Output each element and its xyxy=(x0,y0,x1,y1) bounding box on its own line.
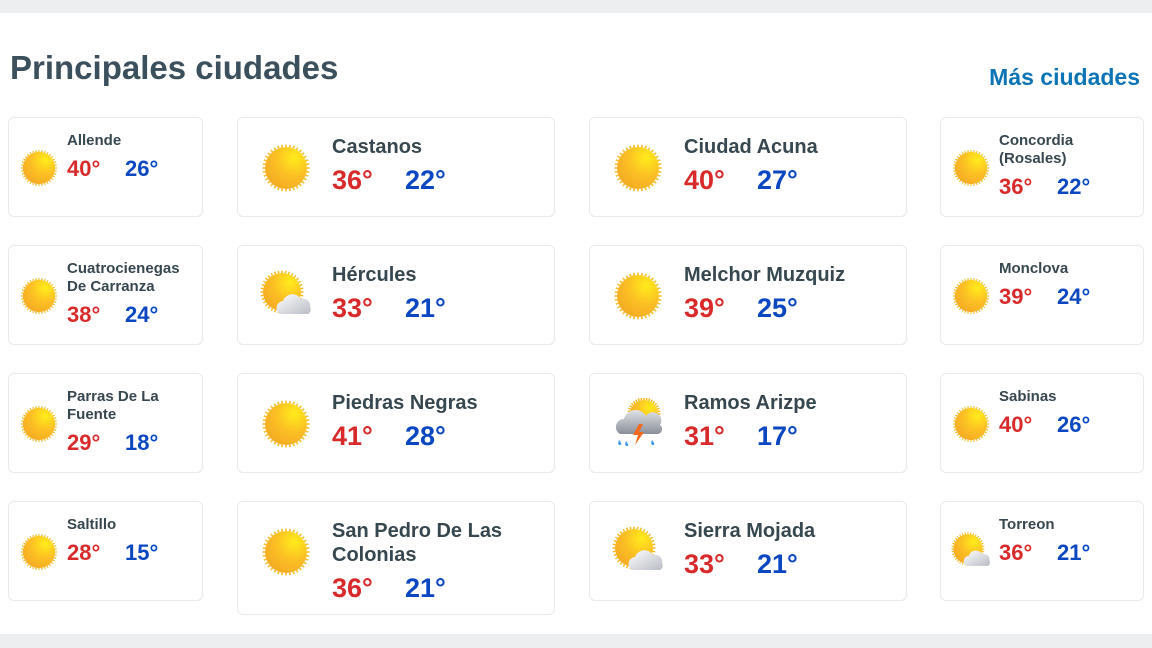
city-card[interactable]: Ramos Arizpe 31° 17° xyxy=(589,373,907,473)
temperatures: 39° 25° xyxy=(684,293,894,324)
city-card[interactable]: Castanos 36° 22° xyxy=(237,117,555,217)
partly-cloudy-icon xyxy=(612,526,663,570)
city-name[interactable]: Allende xyxy=(67,132,122,149)
more-cities-link[interactable]: Más ciudades xyxy=(989,64,1140,90)
max-temp: 39° xyxy=(999,284,1033,309)
city-card[interactable]: Ciudad Acuna 40° 27° xyxy=(589,117,907,217)
city-card[interactable]: Cuatrocienegas De Carranza 38° 24° xyxy=(8,245,203,345)
city-name[interactable]: Concordia (Rosales) xyxy=(999,132,1074,167)
min-temp: 28° xyxy=(405,421,446,451)
min-temp: 21° xyxy=(405,573,446,603)
sun-icon xyxy=(262,400,310,448)
max-temp: 36° xyxy=(999,540,1033,565)
city-card[interactable]: San Pedro De Las Colonias 36° 21° xyxy=(237,501,555,615)
city-card[interactable]: Allende 40° 26° xyxy=(8,117,203,217)
city-card[interactable]: Parras De La Fuente 29° 18° xyxy=(8,373,203,473)
sun-icon xyxy=(20,533,58,571)
city-name[interactable]: Ciudad Acuna xyxy=(684,136,818,158)
city-name[interactable]: Piedras Negras xyxy=(332,392,478,414)
min-temp: 22° xyxy=(405,165,446,195)
city-card[interactable]: Sierra Mojada 33° 21° xyxy=(589,501,907,601)
temperatures: 33° 21° xyxy=(332,293,542,324)
max-temp: 40° xyxy=(67,156,101,181)
temperatures: 33° 21° xyxy=(684,549,894,580)
city-card[interactable]: Monclova 39° 24° xyxy=(940,245,1144,345)
city-name[interactable]: Monclova xyxy=(999,260,1069,277)
temperatures: 40° 27° xyxy=(684,165,894,196)
max-temp: 36° xyxy=(999,174,1033,199)
temperatures: 36° 21° xyxy=(999,540,1135,566)
city-card[interactable]: Torreon 36° 21° xyxy=(940,501,1144,601)
temperatures: 36° 22° xyxy=(332,165,542,196)
min-temp: 26° xyxy=(1057,412,1091,437)
temperatures: 29° 18° xyxy=(67,430,194,456)
city-name[interactable]: Castanos xyxy=(332,136,423,158)
temperatures: 41° 28° xyxy=(332,421,542,452)
sun-icon xyxy=(952,149,990,187)
sun-icon xyxy=(614,272,662,320)
max-temp: 38° xyxy=(67,302,101,327)
city-card[interactable]: Concordia (Rosales) 36° 22° xyxy=(940,117,1144,217)
city-name[interactable]: Melchor Muzquiz xyxy=(684,264,846,286)
max-temp: 31° xyxy=(684,421,725,451)
min-temp: 22° xyxy=(1057,174,1091,199)
city-name[interactable]: Parras De La Fuente xyxy=(67,388,159,423)
min-temp: 24° xyxy=(1057,284,1091,309)
city-name[interactable]: Hércules xyxy=(332,264,417,286)
sun-icon xyxy=(614,144,662,192)
city-card[interactable]: Saltillo 28° 15° xyxy=(8,501,203,601)
city-card[interactable]: Sabinas 40° 26° xyxy=(940,373,1144,473)
sun-icon xyxy=(262,144,310,192)
sun-icon xyxy=(262,528,310,576)
max-temp: 33° xyxy=(332,293,373,323)
max-temp: 39° xyxy=(684,293,725,323)
max-temp: 29° xyxy=(67,430,101,455)
partly-cloudy-icon xyxy=(260,270,311,314)
city-name[interactable]: Torreon xyxy=(999,516,1055,533)
min-temp: 21° xyxy=(1057,540,1091,565)
max-temp: 28° xyxy=(67,540,101,565)
sun-icon xyxy=(20,149,58,187)
min-temp: 25° xyxy=(757,293,798,323)
city-name[interactable]: Sierra Mojada xyxy=(684,520,816,542)
max-temp: 41° xyxy=(332,421,373,451)
section-title: Principales ciudades xyxy=(10,49,339,86)
temperatures: 39° 24° xyxy=(999,284,1135,310)
max-temp: 33° xyxy=(684,549,725,579)
min-temp: 27° xyxy=(757,165,798,195)
city-name[interactable]: San Pedro De Las Colonias xyxy=(332,520,503,566)
partly-cloudy-icon xyxy=(951,532,991,566)
city-name[interactable]: Sabinas xyxy=(999,388,1057,405)
max-temp: 36° xyxy=(332,165,373,195)
city-card[interactable]: Hércules 33° 21° xyxy=(237,245,555,345)
city-name[interactable]: Cuatrocienegas De Carranza xyxy=(67,260,180,295)
temperatures: 40° 26° xyxy=(67,156,194,182)
city-name[interactable]: Ramos Arizpe xyxy=(684,392,817,414)
temperatures: 40° 26° xyxy=(999,412,1135,438)
city-card[interactable]: Melchor Muzquiz 39° 25° xyxy=(589,245,907,345)
min-temp: 21° xyxy=(405,293,446,323)
sun-icon xyxy=(20,405,58,443)
cities-panel: Principales ciudades Más ciudades Allend… xyxy=(0,13,1152,634)
min-temp: 26° xyxy=(125,156,159,181)
temperatures: 36° 22° xyxy=(999,174,1135,200)
thunderstorm-icon xyxy=(615,398,663,446)
min-temp: 15° xyxy=(125,540,159,565)
min-temp: 17° xyxy=(757,421,798,451)
sun-icon xyxy=(952,277,990,315)
max-temp: 36° xyxy=(332,573,373,603)
min-temp: 24° xyxy=(125,302,159,327)
sun-icon xyxy=(20,277,58,315)
min-temp: 21° xyxy=(757,549,798,579)
temperatures: 31° 17° xyxy=(684,421,894,452)
max-temp: 40° xyxy=(999,412,1033,437)
temperatures: 36° 21° xyxy=(332,573,542,604)
temperatures: 28° 15° xyxy=(67,540,194,566)
city-card[interactable]: Piedras Negras 41° 28° xyxy=(237,373,555,473)
city-name[interactable]: Saltillo xyxy=(67,516,117,533)
sun-icon xyxy=(952,405,990,443)
max-temp: 40° xyxy=(684,165,725,195)
min-temp: 18° xyxy=(125,430,159,455)
temperatures: 38° 24° xyxy=(67,302,194,328)
